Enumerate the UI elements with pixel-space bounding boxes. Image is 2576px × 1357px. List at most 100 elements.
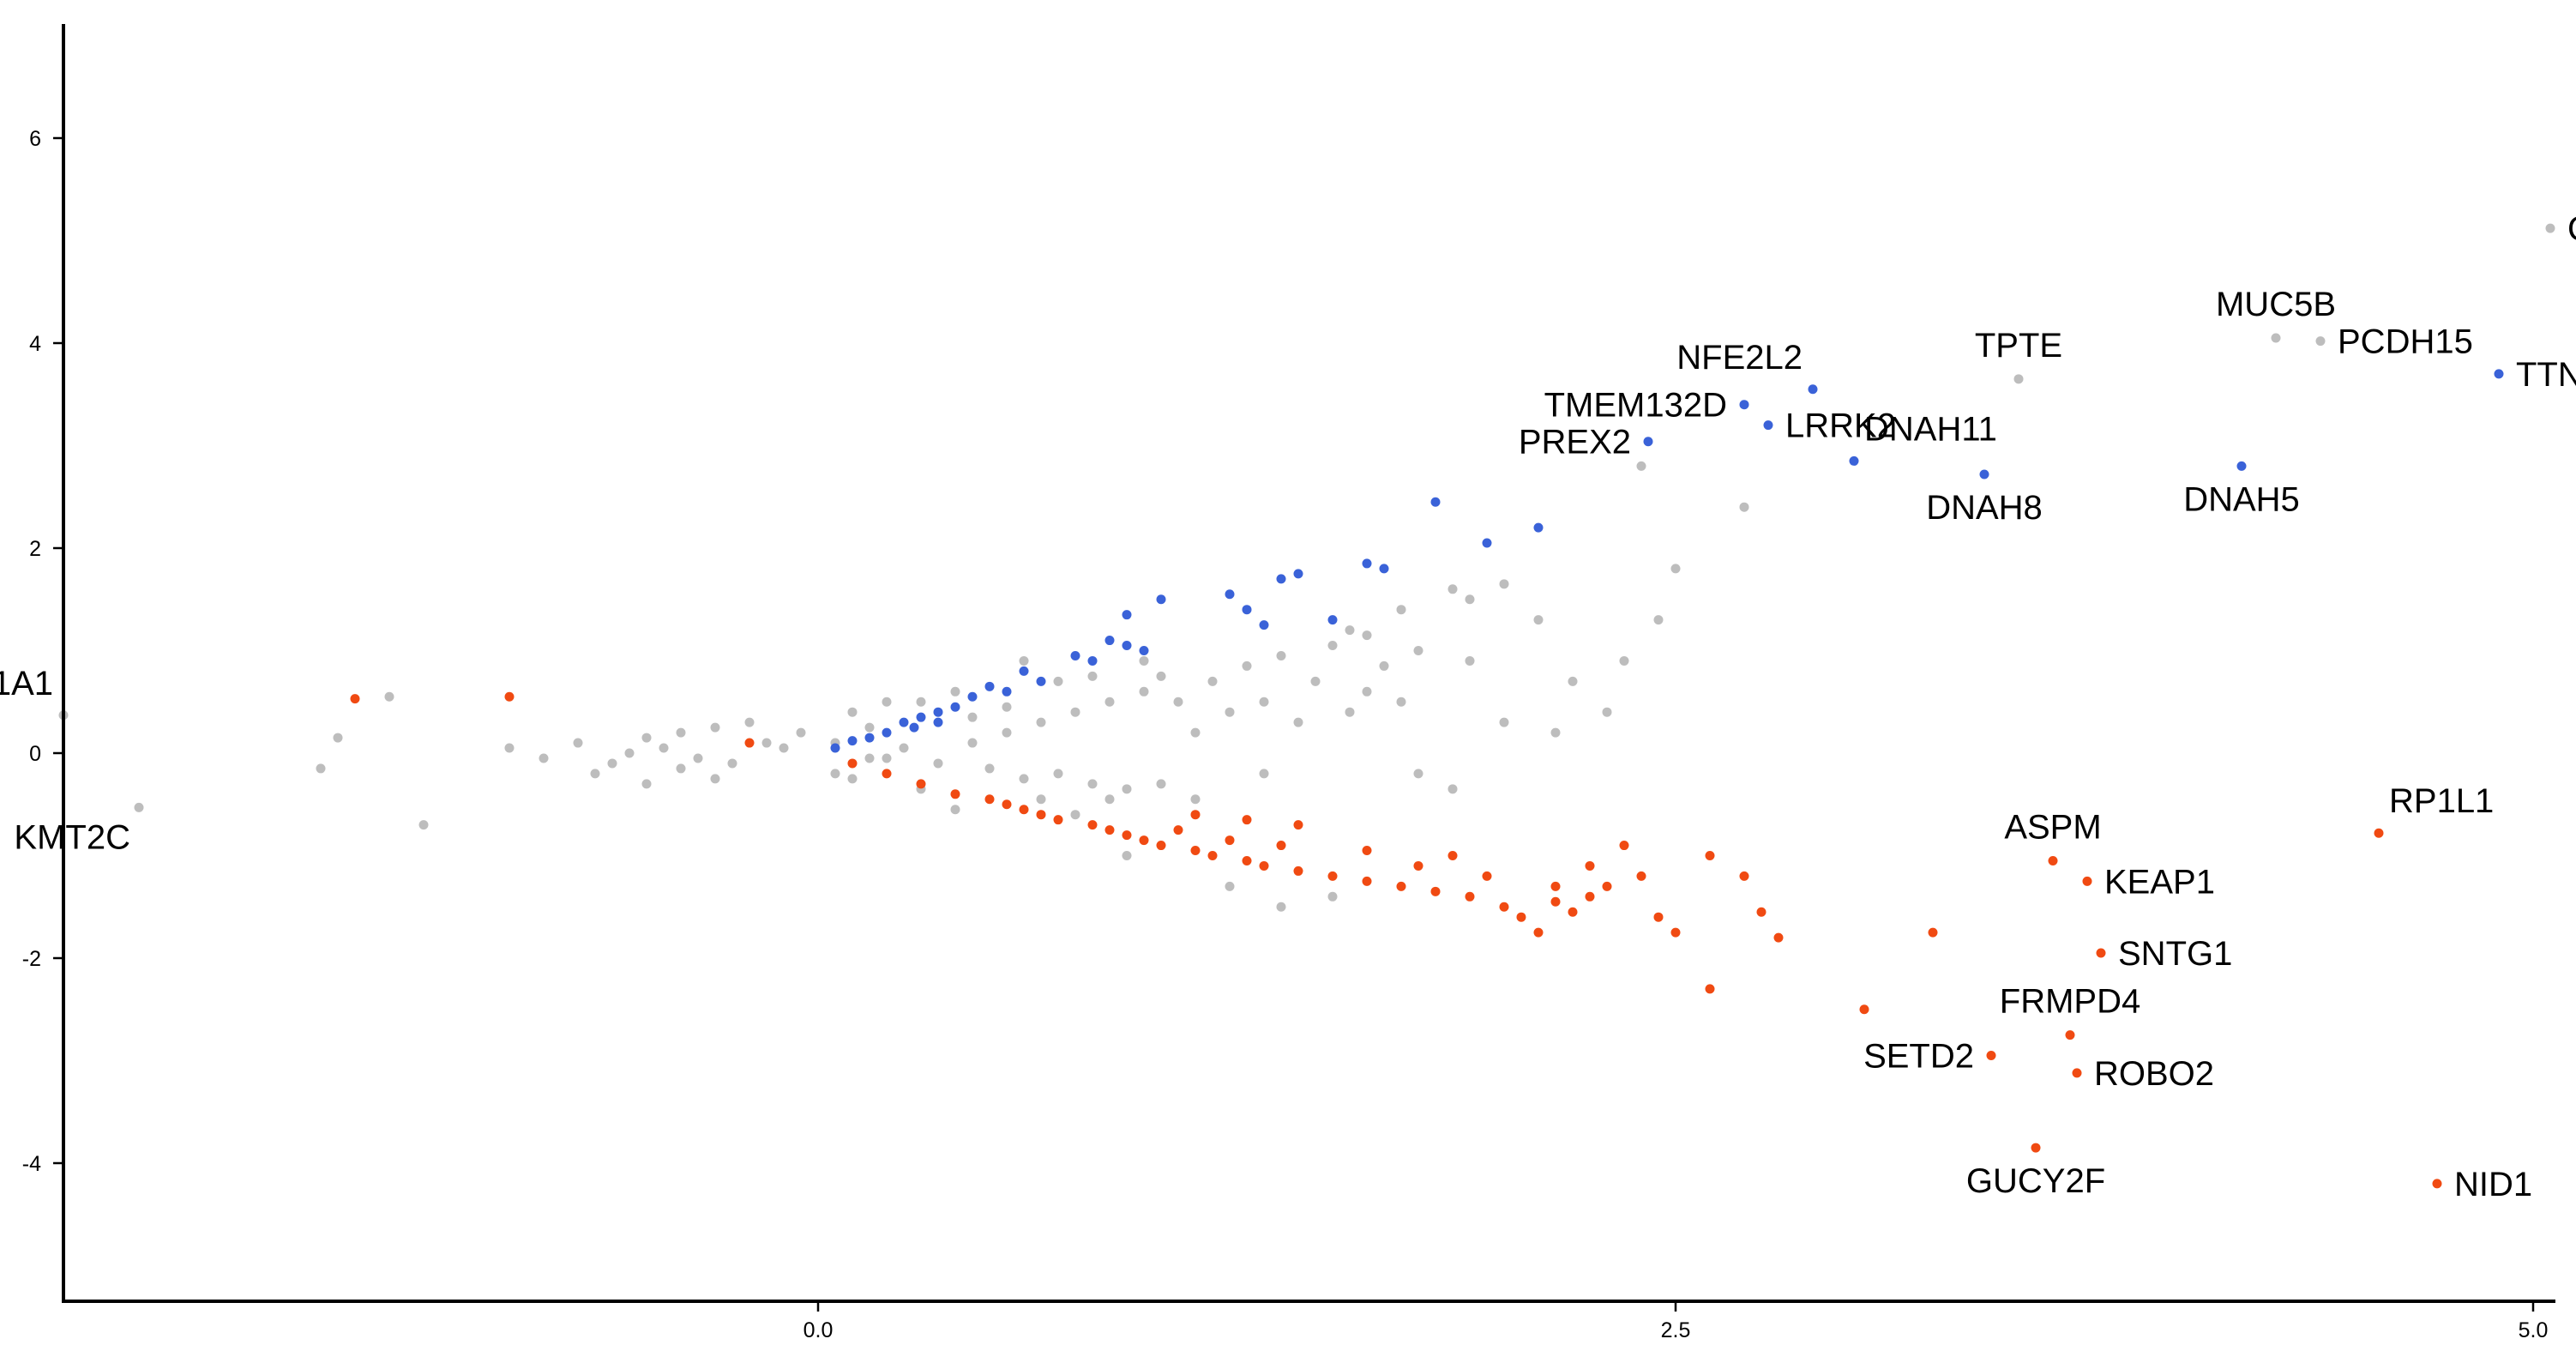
data-point-blue — [933, 707, 943, 717]
gene-label-kmt2c: KMT2C — [14, 818, 130, 856]
data-point-red — [1756, 907, 1766, 917]
gene-label-col11a1: COL11A1 — [0, 665, 53, 703]
data-point-red — [1602, 881, 1612, 891]
gene-label-nid1: NID1 — [2454, 1166, 2532, 1203]
data-point-grey — [1362, 630, 1372, 641]
data-point-blue — [933, 717, 943, 727]
data-point-blue — [1327, 615, 1338, 625]
data-point-red — [1362, 876, 1372, 886]
data-point-blue — [830, 743, 840, 753]
data-point-red — [1447, 851, 1458, 860]
data-point-grey — [847, 774, 858, 784]
data-point-tpte — [2013, 374, 2024, 384]
data-point-grey — [967, 738, 978, 748]
y-tick-label: 2 — [29, 537, 41, 561]
data-point-grey — [779, 743, 789, 753]
data-point-grey — [761, 738, 772, 748]
data-point-grey — [916, 697, 926, 707]
data-point-grey — [1447, 584, 1458, 594]
data-point-grey — [933, 758, 943, 769]
data-point-red — [1019, 805, 1029, 815]
data-point-grey — [676, 763, 686, 774]
data-point-grey — [1670, 564, 1681, 574]
x-tick-label: 0.0 — [803, 1318, 834, 1342]
data-point-grey — [1242, 660, 1252, 671]
data-point-grey — [727, 758, 737, 769]
data-point-blue — [1362, 558, 1372, 569]
data-point-grey — [1362, 686, 1372, 697]
data-point-setd2 — [1986, 1051, 1996, 1061]
data-point-grey — [1739, 502, 1749, 512]
data-point-grey — [1225, 707, 1235, 717]
data-point-red — [1705, 851, 1715, 860]
gene-label-prex2: PREX2 — [1519, 424, 1631, 461]
data-point-grey — [316, 763, 326, 774]
data-point-grey — [864, 722, 875, 733]
data-point-grey — [1327, 891, 1338, 902]
data-point-grey — [1019, 774, 1029, 784]
data-point-grey — [710, 722, 720, 733]
data-point-grey — [1019, 655, 1029, 666]
data-point-red — [744, 738, 755, 748]
data-point-red — [1002, 799, 1012, 810]
points-layer — [58, 223, 2555, 1189]
data-point-grey — [1499, 717, 1509, 727]
data-point-blue — [909, 722, 919, 733]
data-point-grey — [641, 733, 652, 743]
data-point-grey — [1293, 717, 1303, 727]
data-point-red — [1293, 820, 1303, 830]
data-point-blue — [1482, 538, 1492, 548]
data-point-red — [1173, 825, 1183, 835]
data-point-red — [350, 694, 360, 704]
gene-label-muc5b: MUC5B — [2216, 286, 2336, 323]
data-point-grey — [1653, 615, 1664, 625]
data-point-grey — [1053, 676, 1063, 686]
y-tick-label: 0 — [29, 742, 41, 766]
y-tick-label: -4 — [22, 1152, 41, 1176]
data-point-red — [882, 769, 892, 779]
data-point-frmpd4 — [2065, 1030, 2075, 1040]
data-point-grey — [1259, 697, 1269, 707]
data-point-nfe2l2 — [1808, 384, 1818, 395]
data-point-red — [1430, 886, 1441, 896]
data-point-grey — [607, 758, 617, 769]
data-point-grey — [573, 738, 583, 748]
data-point-blue — [1430, 497, 1441, 507]
data-point-grey — [1173, 697, 1183, 707]
data-point-red — [1516, 912, 1526, 922]
data-point-red — [1773, 932, 1784, 943]
data-point-grey — [624, 748, 635, 758]
data-point-red — [1465, 891, 1475, 902]
data-point-grey — [1122, 784, 1132, 794]
data-point-blue — [1276, 574, 1286, 584]
gene-label-dnah5: DNAH5 — [2183, 480, 2300, 518]
data-point-blue — [984, 681, 995, 691]
data-point-grey — [1465, 594, 1475, 605]
data-point-grey — [418, 820, 429, 830]
gene-label-aspm: ASPM — [2004, 808, 2101, 846]
gene-label-robo2: ROBO2 — [2094, 1055, 2214, 1093]
data-point-red — [1533, 927, 1544, 938]
labels-layer: SYNE1TP53CUBNMUC5BPCDH15TTNTPTENFE2L2TME… — [0, 210, 2576, 1203]
y-tick-label: 4 — [29, 332, 41, 356]
data-point-red — [1362, 846, 1372, 856]
data-point-red — [1413, 860, 1423, 871]
x-tick-label: 2.5 — [1661, 1318, 1691, 1342]
data-point-grey — [1259, 769, 1269, 779]
gene-label-frmpd4: FRMPD4 — [2000, 983, 2140, 1021]
data-point-grey — [539, 753, 549, 763]
data-point-grey — [864, 753, 875, 763]
data-point-grey — [1413, 769, 1423, 779]
data-point-blue — [1002, 686, 1012, 697]
data-point-red — [1859, 1004, 1869, 1015]
data-point-red — [1585, 891, 1595, 902]
data-point-red — [1482, 871, 1492, 881]
data-point-grey — [1345, 707, 1355, 717]
data-point-grey — [950, 686, 960, 697]
data-point-grey — [1002, 727, 1012, 738]
data-point-grey — [882, 753, 892, 763]
data-point-red — [1499, 902, 1509, 912]
data-point-grey — [676, 727, 686, 738]
data-point-red — [1550, 896, 1561, 907]
